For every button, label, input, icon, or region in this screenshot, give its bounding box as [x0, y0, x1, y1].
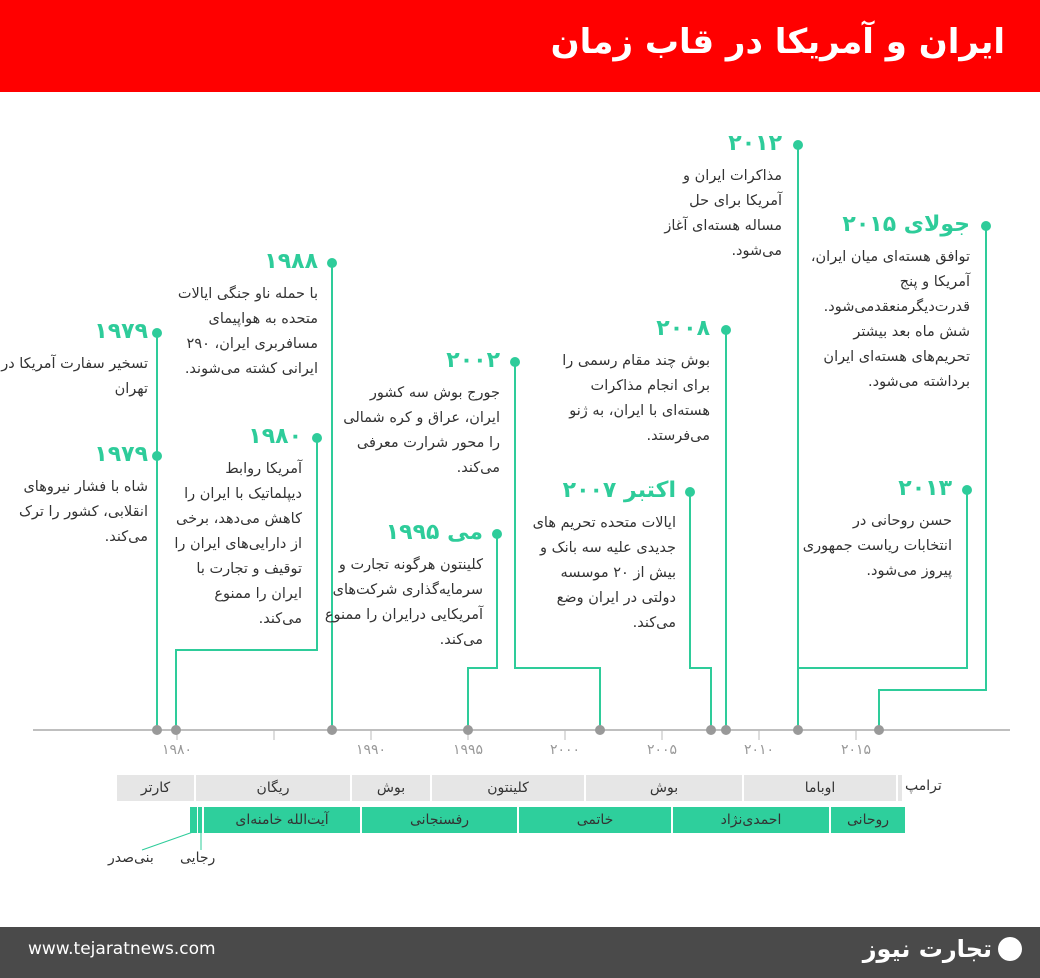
- connector-2007: [689, 492, 712, 730]
- axis-tick-label: ۱۹۹۵: [452, 742, 484, 758]
- iran-president-banisadr: بنی‌صدر: [108, 850, 154, 866]
- connector-2015: [878, 226, 987, 730]
- event-1995: می ۱۹۹۵ کلینتون هرگونه تجارت و سرمایه‌گذا…: [324, 520, 483, 648]
- axis-dot: [874, 725, 884, 735]
- logo-text: تجارت نیوز: [862, 935, 992, 963]
- axis-tick-label: ۱۹۸۰: [161, 742, 193, 758]
- event-dot: [152, 328, 162, 338]
- connector-2002: [514, 362, 601, 730]
- event-dot: [327, 258, 337, 268]
- event-1980: ۱۹۸۰ آمریکا روابط دیپلماتیک با ایران را ک…: [174, 424, 302, 627]
- axis-dot: [152, 725, 162, 735]
- axis-tick-label: ۲۰۱۰: [743, 742, 775, 758]
- event-dot: [793, 140, 803, 150]
- iran-president-khamenei: آیت‌الله خامنه‌ای: [204, 807, 360, 833]
- iran-president-khatami: خاتمی: [519, 807, 671, 833]
- connector-1995: [467, 534, 498, 730]
- event-2012: ۲۰۱۲ مذاکرات ایران و آمریکا برای حل مساله…: [664, 131, 782, 259]
- event-dot: [312, 433, 322, 443]
- axis-dot: [171, 725, 181, 735]
- axis-tick-label: ۲۰۰۵: [646, 742, 678, 758]
- footer: www.tejaratnews.com تجارت نیوز: [0, 927, 1040, 978]
- header: ایران و آمریکا در قاب زمان: [0, 0, 1040, 92]
- axis-dot: [595, 725, 605, 735]
- event-1988: ۱۹۸۸ با حمله ناو جنگی ایالات متحده به هوا…: [177, 249, 318, 377]
- event-dot: [152, 451, 162, 461]
- iran-president-rajai: رجایی: [180, 850, 216, 866]
- banisadr-leader: [141, 831, 194, 851]
- event-dot: [492, 529, 502, 539]
- axis-dot: [463, 725, 473, 735]
- page-title: ایران و آمریکا در قاب زمان: [550, 22, 1005, 62]
- connector-2013: [798, 490, 968, 669]
- iran-president-rafsanjani: رفسنجانی: [362, 807, 517, 833]
- event-dot: [981, 221, 991, 231]
- iran-president-banisadr-bar: [190, 807, 197, 833]
- axis-dot: [721, 725, 731, 735]
- us-president-trump: ترامپ: [905, 778, 942, 794]
- iran-president-rouhani: روحانی: [831, 807, 905, 833]
- event-dot: [685, 487, 695, 497]
- us-president-bush-sr: بوش: [352, 775, 430, 801]
- axis-dot: [327, 725, 337, 735]
- us-president-clinton: کلینتون: [432, 775, 584, 801]
- event-1979-shah: ۱۹۷۹ شاه با فشار نیروهای انقلابی، کشور را…: [18, 442, 148, 545]
- us-president-reagan: ریگان: [196, 775, 350, 801]
- event-2002: ۲۰۰۲ جورج بوش سه کشور ایران، عراق و کره ش…: [343, 348, 500, 476]
- event-2008: ۲۰۰۸ بوش چند مقام رسمی را برای انجام مذاک…: [562, 316, 710, 444]
- us-president-bush-jr: بوش: [586, 775, 742, 801]
- iran-president-ahmadinejad: احمدی‌نژاد: [673, 807, 829, 833]
- axis-dot: [793, 725, 803, 735]
- iran-president-rajai-bar: [198, 807, 202, 833]
- connector-1980: [175, 438, 318, 730]
- us-president-carter: کارتر: [117, 775, 194, 801]
- us-president-trump-bar: [898, 775, 902, 801]
- event-dot: [510, 357, 520, 367]
- axis-tick-label: ۱۹۹۰: [355, 742, 387, 758]
- us-president-obama: اوباما: [744, 775, 896, 801]
- logo: تجارت نیوز: [863, 935, 1022, 963]
- event-dot: [721, 325, 731, 335]
- event-2007: اکتبر ۲۰۰۷ ایالات متحده تحریم های جدیدی ع…: [532, 478, 676, 631]
- axis-tick-label: ۲۰۱۵: [840, 742, 872, 758]
- website-link[interactable]: www.tejaratnews.com: [28, 939, 216, 959]
- event-2015: جولای ۲۰۱۵ توافق هسته‌ای میان ایران، آمری…: [810, 212, 970, 390]
- logo-icon: [998, 937, 1022, 961]
- axis-dot: [706, 725, 716, 735]
- event-2013: ۲۰۱۳ حسن روحانی در انتخابات ریاست جمهوری …: [802, 476, 952, 579]
- axis-tick-label: ۲۰۰۰: [549, 742, 581, 758]
- event-dot: [962, 485, 972, 495]
- event-1979-embassy: ۱۹۷۹ تسخیر سفارت آمریکا در تهران: [1, 319, 148, 397]
